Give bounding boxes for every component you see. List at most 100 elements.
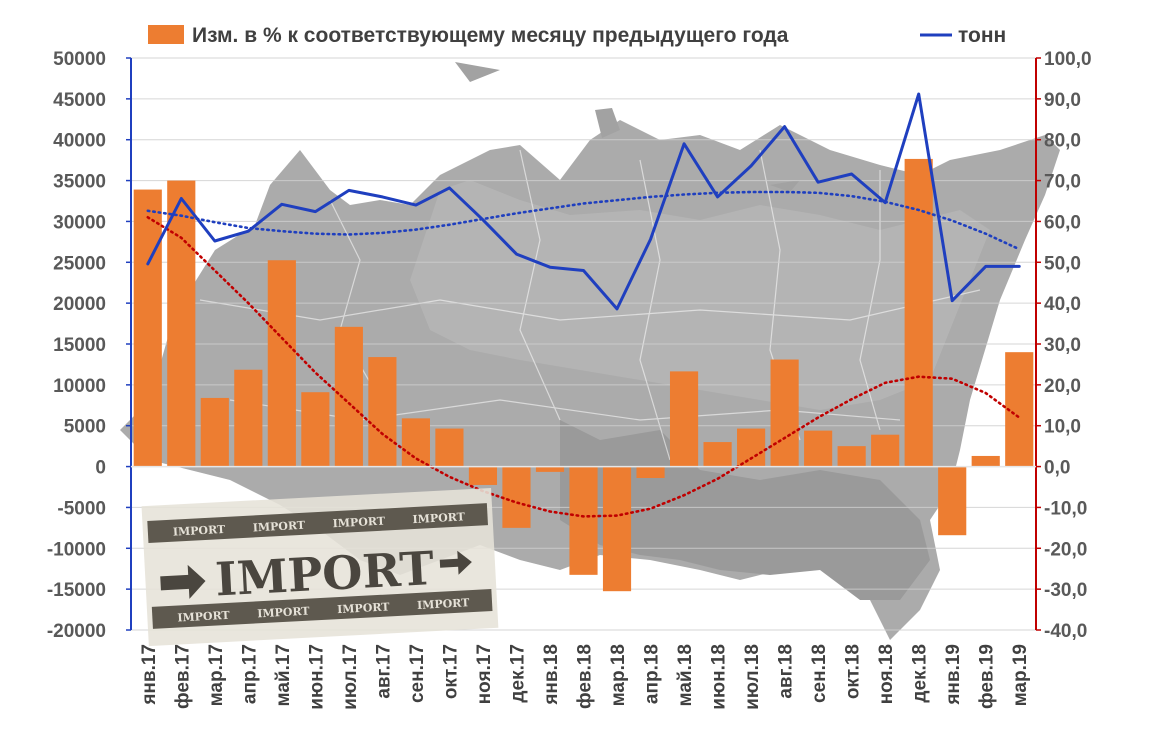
right-tick-label: 90,0 (1044, 90, 1081, 111)
right-tick-label: 40,0 (1044, 294, 1081, 315)
line-series (146, 92, 1021, 311)
right-tick-label: 0,0 (1044, 458, 1070, 479)
bar (334, 326, 363, 467)
bar (904, 158, 933, 467)
left-tick-label: 50000 (53, 49, 106, 70)
x-tick-label: апр.17 (239, 644, 260, 704)
bar (468, 466, 498, 485)
right-tick-label: 50,0 (1044, 253, 1081, 274)
x-tick-label: май.18 (675, 644, 696, 706)
bar (167, 180, 196, 467)
left-tick-label: -10000 (47, 539, 106, 560)
left-tick-label: 10000 (53, 376, 106, 397)
x-tick-label: мар.17 (206, 644, 227, 706)
left-axis-ticks: -20000 -15000 -10000 -5000 0 5000 10000 15000 20… (47, 49, 106, 642)
stamp-band-word-5: IMPORT (177, 609, 231, 625)
x-tick-label: фев.19 (977, 644, 998, 709)
right-tick-label: 30,0 (1044, 335, 1081, 356)
right-tick-label: -40,0 (1044, 621, 1087, 642)
bar (200, 397, 229, 467)
left-tick-label: -15000 (47, 580, 106, 601)
x-tick-label: сен.18 (809, 644, 830, 703)
bar (837, 446, 866, 467)
right-axis-ticks: -40,0 -30,0 -20,0 -10,0 0,0 10,0 20,0 30,0 40,0 5… (1044, 49, 1092, 642)
legend-label-line: тонн (958, 24, 1006, 47)
right-tick-label: -30,0 (1044, 580, 1087, 601)
x-tick-label: ноя.17 (474, 644, 495, 704)
trendline-percent-path (146, 216, 1021, 518)
bar (368, 357, 397, 467)
x-tick-label: авг.17 (373, 644, 394, 699)
legend-label-bars: Изм. в % к соответствующему месяцу преды… (192, 24, 789, 47)
x-tick-label: окт.18 (843, 644, 864, 699)
left-tick-label: -5000 (57, 498, 106, 519)
trendline-tonnes-path (146, 190, 1021, 251)
x-tick-label: дек.18 (910, 644, 931, 703)
trendline-percent (146, 216, 1021, 518)
bar (971, 455, 1000, 467)
right-tick-label: 20,0 (1044, 376, 1081, 397)
x-tick-label: ноя.18 (876, 644, 897, 704)
bar (502, 466, 531, 528)
legend: Изм. в % к соответствующему месяцу преды… (148, 24, 1006, 47)
bar (703, 442, 732, 467)
bar (737, 428, 766, 467)
x-tick-label: фев.18 (575, 644, 596, 709)
right-tick-label: 80,0 (1044, 131, 1081, 152)
x-tick-label: дек.17 (507, 644, 528, 703)
x-tick-label: янв.18 (541, 644, 562, 706)
x-tick-label: авг.18 (776, 644, 797, 699)
left-tick-label: 15000 (53, 335, 106, 356)
x-tick-label: апр.18 (642, 644, 663, 704)
x-tick-label: янв.17 (139, 644, 160, 706)
left-tick-label: 20000 (53, 294, 106, 315)
stamp-band-word-8: IMPORT (417, 596, 471, 612)
bar (133, 189, 162, 467)
x-tick-label: июл.17 (340, 644, 361, 710)
left-tick-label: 30000 (53, 212, 106, 233)
x-tick-label: май.17 (273, 644, 294, 706)
left-tick-label: 40000 (53, 131, 106, 152)
bar (938, 466, 967, 536)
axes (126, 57, 1041, 631)
x-tick-label: янв.19 (943, 644, 964, 706)
stamp-band-word-4: IMPORT (412, 510, 466, 526)
right-tick-label: 60,0 (1044, 212, 1081, 233)
stamp-band-word-7: IMPORT (337, 600, 391, 616)
bar (301, 392, 330, 467)
x-axis-ticks: янв.17 фев.17 мар.17 апр.17 май.17 июн.17 июл.… (139, 644, 1031, 710)
right-tick-label: 70,0 (1044, 172, 1081, 193)
stamp-arrow-right-icon (439, 550, 472, 575)
bar (669, 371, 699, 467)
bar (267, 260, 296, 467)
trendline-tonnes (146, 190, 1021, 251)
x-tick-label: июл.18 (742, 644, 763, 710)
legend-swatch-bars (148, 25, 184, 44)
stamp-band-word-3: IMPORT (332, 515, 386, 531)
x-tick-label: мар.18 (608, 644, 629, 706)
left-tick-label: 5000 (64, 417, 106, 438)
x-tick-label: июн.17 (306, 644, 327, 710)
right-tick-label: -20,0 (1044, 539, 1087, 560)
stamp-main-word: IMPORT (214, 541, 435, 606)
right-tick-label: 10,0 (1044, 417, 1081, 438)
bar (602, 466, 632, 592)
x-tick-label: июн.18 (709, 644, 730, 710)
left-tick-label: -20000 (47, 621, 106, 642)
bar (636, 466, 665, 479)
left-tick-label: 45000 (53, 90, 106, 111)
stamp-arrow-left-icon (160, 564, 206, 599)
right-tick-label: -10,0 (1044, 498, 1087, 519)
stamp-band-word-1: IMPORT (173, 523, 227, 539)
bar (535, 466, 565, 472)
stamp-bottom-band (151, 589, 493, 629)
stamp-top-band (147, 503, 488, 543)
stamp-band-word-2: IMPORT (252, 519, 306, 535)
bar (569, 466, 598, 575)
bar (435, 428, 464, 467)
bar (871, 434, 900, 467)
bar (770, 359, 799, 467)
left-tick-label: 35000 (53, 172, 106, 193)
right-tick-label: 100,0 (1044, 49, 1092, 70)
